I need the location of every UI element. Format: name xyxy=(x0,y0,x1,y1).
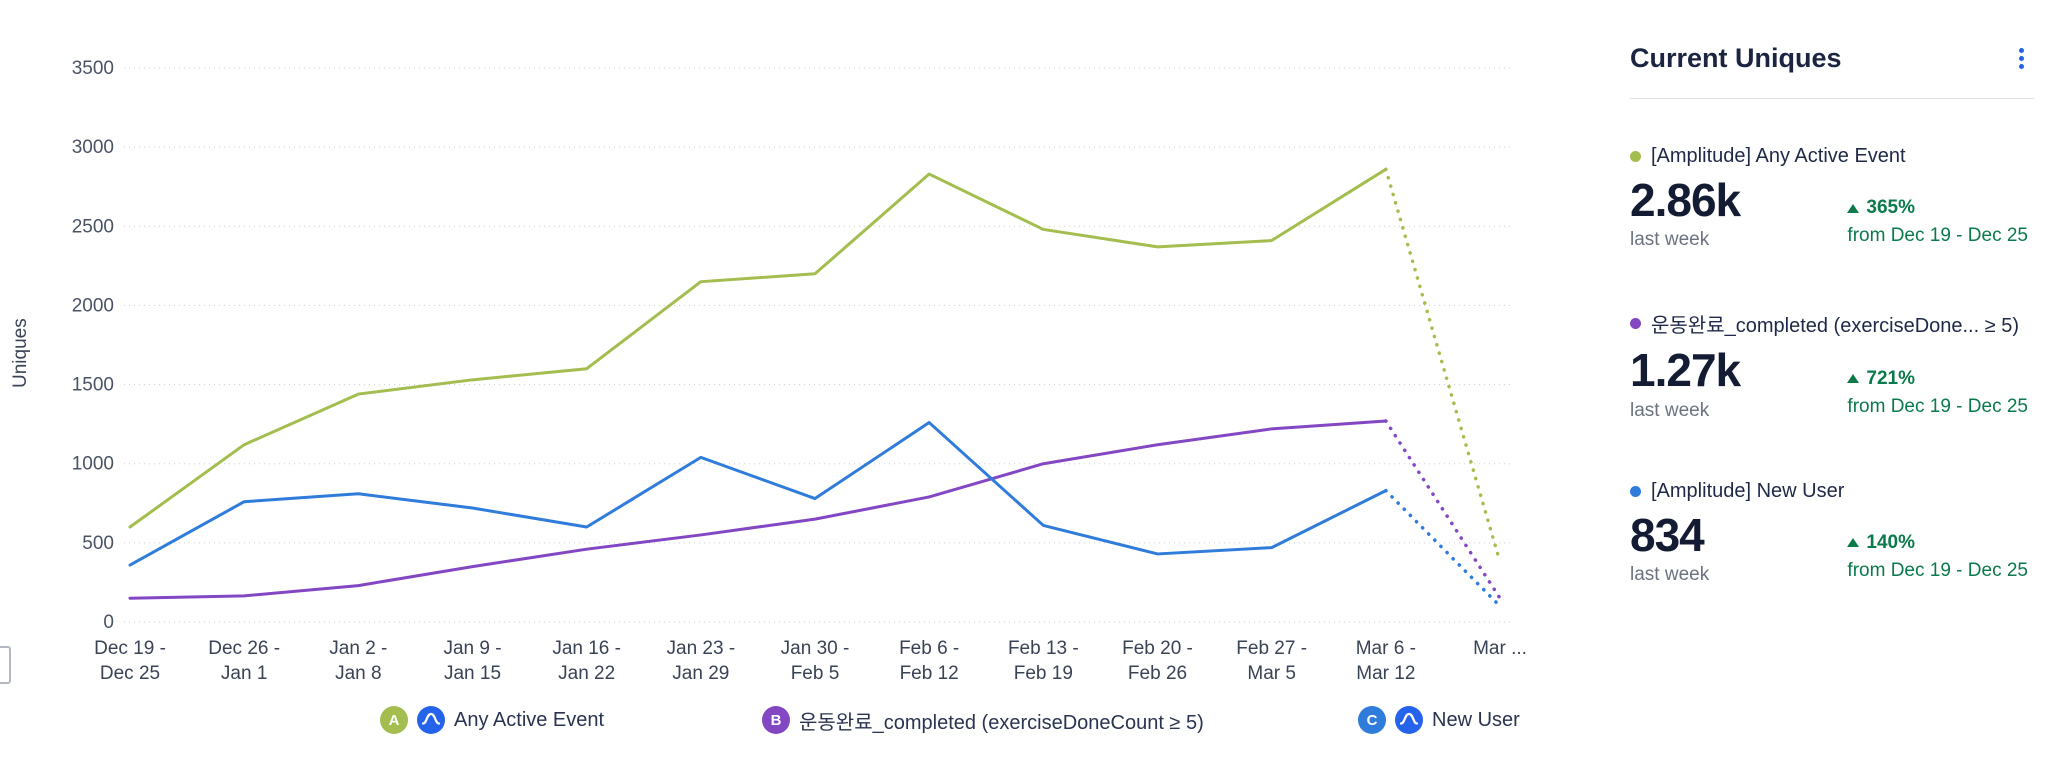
current-uniques-panel: Current Uniques [Amplitude] Any Active E… xyxy=(1630,40,2034,586)
svg-text:500: 500 xyxy=(82,533,114,554)
svg-text:Mar ...: Mar ... xyxy=(1473,638,1527,659)
increase-arrow-icon xyxy=(1847,538,1860,548)
series-a-badge: A xyxy=(380,706,408,734)
series-color-dot xyxy=(1630,485,1641,497)
metric-label: [Amplitude] Any Active Event xyxy=(1651,145,1906,167)
svg-text:Feb 19: Feb 19 xyxy=(1014,663,1073,684)
left-edge-partial-control[interactable] xyxy=(0,646,11,684)
svg-text:1000: 1000 xyxy=(72,454,114,475)
svg-text:3500: 3500 xyxy=(72,58,114,79)
svg-text:Dec 19 -: Dec 19 - xyxy=(94,638,166,659)
metric-new-user[interactable]: [Amplitude] New User 834 last week 140% … xyxy=(1630,480,2034,586)
svg-text:Mar 5: Mar 5 xyxy=(1247,663,1296,684)
kebab-menu-icon[interactable] xyxy=(2013,44,2030,73)
series-a-letter: A xyxy=(388,711,400,729)
metric-period: last week xyxy=(1630,399,1710,421)
legend-item-exercise-completed[interactable]: B 운동완료_completed (exerciseDoneCount ≥ 5) xyxy=(762,703,1204,737)
series-c-badge: C xyxy=(1358,706,1386,734)
y-axis-title: Uniques xyxy=(10,318,31,388)
svg-text:Feb 5: Feb 5 xyxy=(791,663,840,684)
svg-text:1500: 1500 xyxy=(72,375,114,396)
svg-text:Mar 6 -: Mar 6 - xyxy=(1356,638,1416,659)
svg-text:Jan 29: Jan 29 xyxy=(672,663,729,684)
svg-text:3000: 3000 xyxy=(72,137,114,158)
legend-label: Any Active Event xyxy=(454,708,605,731)
metric-value: 1.27k xyxy=(1630,344,1741,397)
svg-text:Jan 16 -: Jan 16 - xyxy=(552,638,621,659)
svg-text:2500: 2500 xyxy=(72,216,114,237)
svg-text:Feb 12: Feb 12 xyxy=(900,663,959,684)
panel-title: Current Uniques xyxy=(1630,43,1842,73)
uniques-line-chart[interactable]: 0 500 1000 1500 2000 2500 3000 3500 Dec 19 - Dec … xyxy=(0,0,1560,690)
svg-text:Feb 26: Feb 26 xyxy=(1128,663,1187,684)
metric-change-from: from Dec 19 - Dec 25 xyxy=(1847,225,2028,247)
svg-text:Dec 25: Dec 25 xyxy=(100,663,160,684)
metric-change: 140% xyxy=(1847,532,2028,554)
metric-change-from: from Dec 19 - Dec 25 xyxy=(1847,559,2028,581)
series-b-badge: B xyxy=(762,706,790,734)
metric-change-from: from Dec 19 - Dec 25 xyxy=(1847,395,2028,417)
legend-item-new-user[interactable]: C New User xyxy=(1358,703,1520,737)
svg-text:Feb 6 -: Feb 6 - xyxy=(899,638,959,659)
legend-label: 운동완료_completed (exerciseDoneCount ≥ 5) xyxy=(799,711,1204,734)
svg-text:Dec 26 -: Dec 26 - xyxy=(208,638,280,659)
svg-text:Jan 2 -: Jan 2 - xyxy=(329,638,387,659)
series-color-dot xyxy=(1630,318,1641,330)
series-color-dot xyxy=(1630,151,1641,162)
increase-arrow-icon xyxy=(1847,374,1860,384)
svg-text:Jan 23 -: Jan 23 - xyxy=(667,638,736,659)
panel-header: Current Uniques xyxy=(1630,40,2034,76)
metric-change-value: 721% xyxy=(1866,367,1916,389)
panel-divider xyxy=(1630,98,2034,99)
svg-text:Jan 8: Jan 8 xyxy=(335,663,381,684)
svg-text:Jan 1: Jan 1 xyxy=(221,663,267,684)
metric-change: 365% xyxy=(1847,197,2028,219)
series-b-letter: B xyxy=(770,711,782,729)
metric-label: 운동완료_completed (exerciseDone... ≥ 5) xyxy=(1651,315,2020,338)
amplitude-icon xyxy=(417,706,445,734)
metric-period: last week xyxy=(1630,563,1710,585)
legend-item-any-active-event[interactable]: A Any Active Event xyxy=(380,703,604,737)
amplitude-icon xyxy=(1395,706,1423,734)
svg-text:Feb 20 -: Feb 20 - xyxy=(1122,638,1193,659)
svg-text:Jan 15: Jan 15 xyxy=(444,663,501,684)
svg-text:Jan 22: Jan 22 xyxy=(558,663,615,684)
metric-any-active-event[interactable]: [Amplitude] Any Active Event 2.86k last … xyxy=(1630,145,2034,251)
metric-change: 721% xyxy=(1847,368,2028,390)
svg-text:2000: 2000 xyxy=(72,295,114,316)
metric-change-value: 140% xyxy=(1866,531,1916,553)
legend-label: New User xyxy=(1432,708,1520,731)
metric-exercise-completed[interactable]: 운동완료_completed (exerciseDone... ≥ 5) 1.2… xyxy=(1630,309,2034,421)
increase-arrow-icon xyxy=(1847,203,1860,213)
svg-text:0: 0 xyxy=(103,612,114,633)
metric-change-value: 365% xyxy=(1866,197,1916,219)
series-c-letter: C xyxy=(1366,711,1378,729)
svg-text:Feb 27 -: Feb 27 - xyxy=(1236,638,1307,659)
metric-value: 834 xyxy=(1630,508,1705,561)
svg-text:Jan 9 -: Jan 9 - xyxy=(443,638,501,659)
svg-text:Feb 13 -: Feb 13 - xyxy=(1008,638,1079,659)
metric-period: last week xyxy=(1630,229,1710,251)
svg-text:Mar 12: Mar 12 xyxy=(1356,663,1415,684)
metric-label: [Amplitude] New User xyxy=(1651,479,1845,502)
metric-value: 2.86k xyxy=(1630,174,1741,226)
svg-text:Jan 30 -: Jan 30 - xyxy=(781,638,850,659)
